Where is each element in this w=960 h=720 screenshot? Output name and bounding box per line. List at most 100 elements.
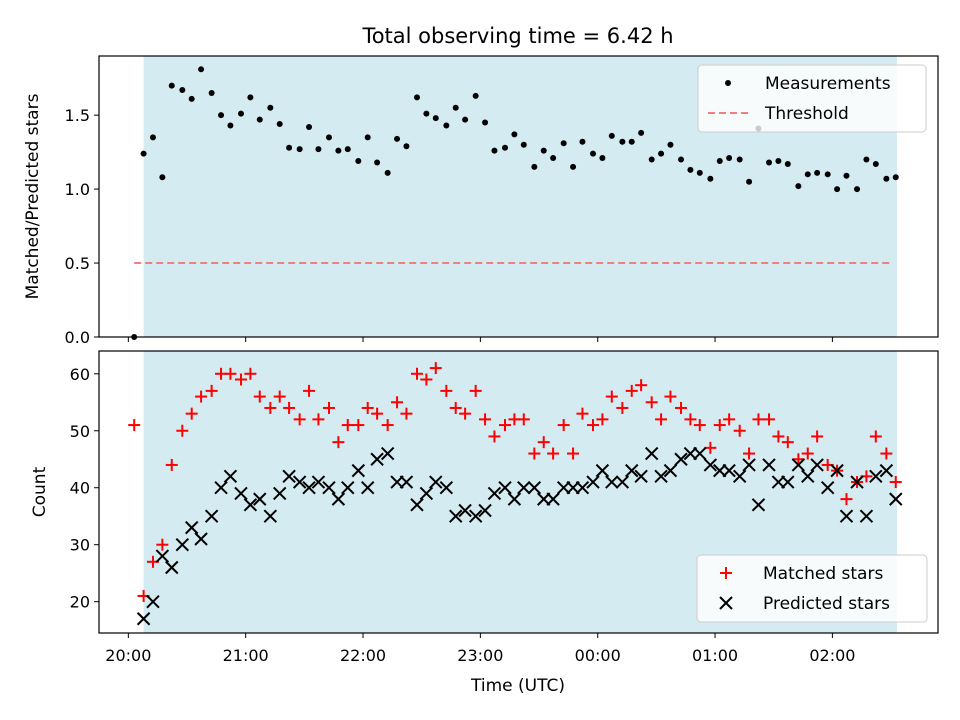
- x-stroke: [410, 498, 424, 512]
- predicted-star-point: [361, 481, 375, 495]
- predicted-star-point: [439, 481, 454, 495]
- x-stroke: [663, 463, 678, 478]
- matched-star-point: [195, 390, 208, 403]
- x-stroke: [194, 532, 208, 546]
- y-axis-label: Matched/Predicted stars: [23, 93, 43, 299]
- matched-star-point: [224, 367, 237, 380]
- matched-star-point: [869, 430, 882, 443]
- x-stroke: [351, 463, 366, 478]
- x-stroke: [674, 452, 688, 466]
- matched-star-point: [801, 447, 814, 460]
- ratio-panel: 0.0 0.5 1.0 1.5 Matched/Predicted stars Measu…: [23, 55, 939, 347]
- predicted-star-point: [830, 463, 844, 478]
- measurement-point: [443, 122, 450, 129]
- predicted-star-point: [625, 463, 639, 478]
- measurement-point: [306, 123, 313, 130]
- measurement-point: [325, 134, 332, 141]
- measurement-point: [168, 82, 175, 89]
- matched-star-point: [576, 407, 589, 420]
- y-tick-label: 1.5: [65, 106, 90, 125]
- matched-star-point: [616, 401, 629, 414]
- measurement-point: [746, 178, 753, 185]
- predicted-star-point: [820, 481, 835, 495]
- matched-star-point: [234, 373, 247, 386]
- predicted-star-point: [810, 458, 824, 472]
- measurement-point: [795, 183, 802, 190]
- predicted-star-point: [234, 486, 248, 501]
- measurement-point: [648, 156, 655, 163]
- measurement-point: [707, 175, 714, 182]
- matched-star-point: [567, 447, 580, 460]
- predicted-star-point: [801, 469, 815, 484]
- predicted-star-point: [781, 475, 795, 489]
- y-tick-label: 0.5: [65, 254, 90, 273]
- legend-label-measurements: Measurements: [765, 74, 891, 94]
- matched-star-point: [605, 390, 618, 403]
- measurement-point: [590, 150, 597, 157]
- measurement-point: [198, 66, 205, 73]
- measurement-point: [432, 115, 439, 122]
- matched-star-point: [811, 430, 824, 443]
- matched-star-point: [312, 413, 325, 426]
- x-stroke: [361, 481, 375, 495]
- predicted-star-point: [722, 463, 736, 478]
- matched-star-point: [205, 384, 218, 397]
- legend-label-predicted: Predicted stars: [763, 594, 890, 614]
- predicted-star-point: [889, 492, 903, 506]
- predicted-star-point: [146, 594, 160, 609]
- x-stroke: [605, 475, 619, 489]
- predicted-star-point: [615, 475, 630, 489]
- x-tick-label: 22:00: [340, 646, 386, 665]
- measurement-point: [511, 131, 518, 138]
- predicted-star-point: [605, 475, 619, 489]
- x-stroke: [273, 486, 287, 501]
- predicted-star-point: [575, 481, 590, 495]
- x-stroke: [751, 498, 766, 512]
- measurement-point: [315, 146, 322, 153]
- measurement-point: [608, 132, 615, 139]
- predicted-star-point: [175, 537, 190, 552]
- predicted-star-point: [223, 469, 238, 484]
- matched-star-point: [781, 436, 794, 449]
- matched-star-point: [840, 493, 853, 506]
- measurement-point: [355, 158, 362, 165]
- x-stroke: [869, 469, 883, 484]
- axes-frame: [98, 350, 939, 634]
- measurement-point: [267, 104, 274, 111]
- x-stroke: [292, 475, 307, 489]
- matched-star-point: [264, 401, 277, 414]
- matched-star-point: [361, 401, 374, 414]
- measurement-point: [413, 94, 420, 101]
- matched-star-point: [704, 441, 717, 454]
- matched-star-point: [469, 384, 482, 397]
- predicted-star-point: [791, 458, 806, 472]
- measurement-point: [502, 144, 509, 151]
- measurement-point: [716, 158, 723, 165]
- measurement-point: [394, 135, 401, 142]
- measurement-point: [520, 141, 527, 148]
- predicted-star-point: [253, 492, 267, 506]
- x-stroke: [302, 481, 316, 495]
- measurement-point: [286, 144, 293, 151]
- x-stroke: [282, 469, 296, 484]
- matched-star-point: [733, 424, 746, 437]
- x-stroke: [243, 498, 258, 512]
- predicted-star-point: [204, 509, 219, 523]
- predicted-star-point: [663, 463, 678, 478]
- predicted-star-point: [449, 509, 463, 523]
- measurement-point: [179, 87, 186, 94]
- matched-star-point: [440, 384, 453, 397]
- predicted-star-point: [546, 492, 560, 506]
- predicted-star-point: [644, 446, 659, 461]
- x-stroke: [399, 475, 414, 489]
- measurement-point: [619, 138, 626, 145]
- count-panel: 20 30 40 50 60 20:00 21:00 22:00 23:00 00:00 01:00…: [30, 350, 939, 665]
- measurement-point: [384, 169, 391, 176]
- predicted-star-point: [742, 458, 756, 472]
- predicted-star-point: [527, 481, 542, 495]
- predicted-star-point: [507, 492, 522, 506]
- measurement-point: [658, 150, 665, 157]
- measurement-point: [814, 169, 821, 176]
- measurement-point: [335, 147, 342, 154]
